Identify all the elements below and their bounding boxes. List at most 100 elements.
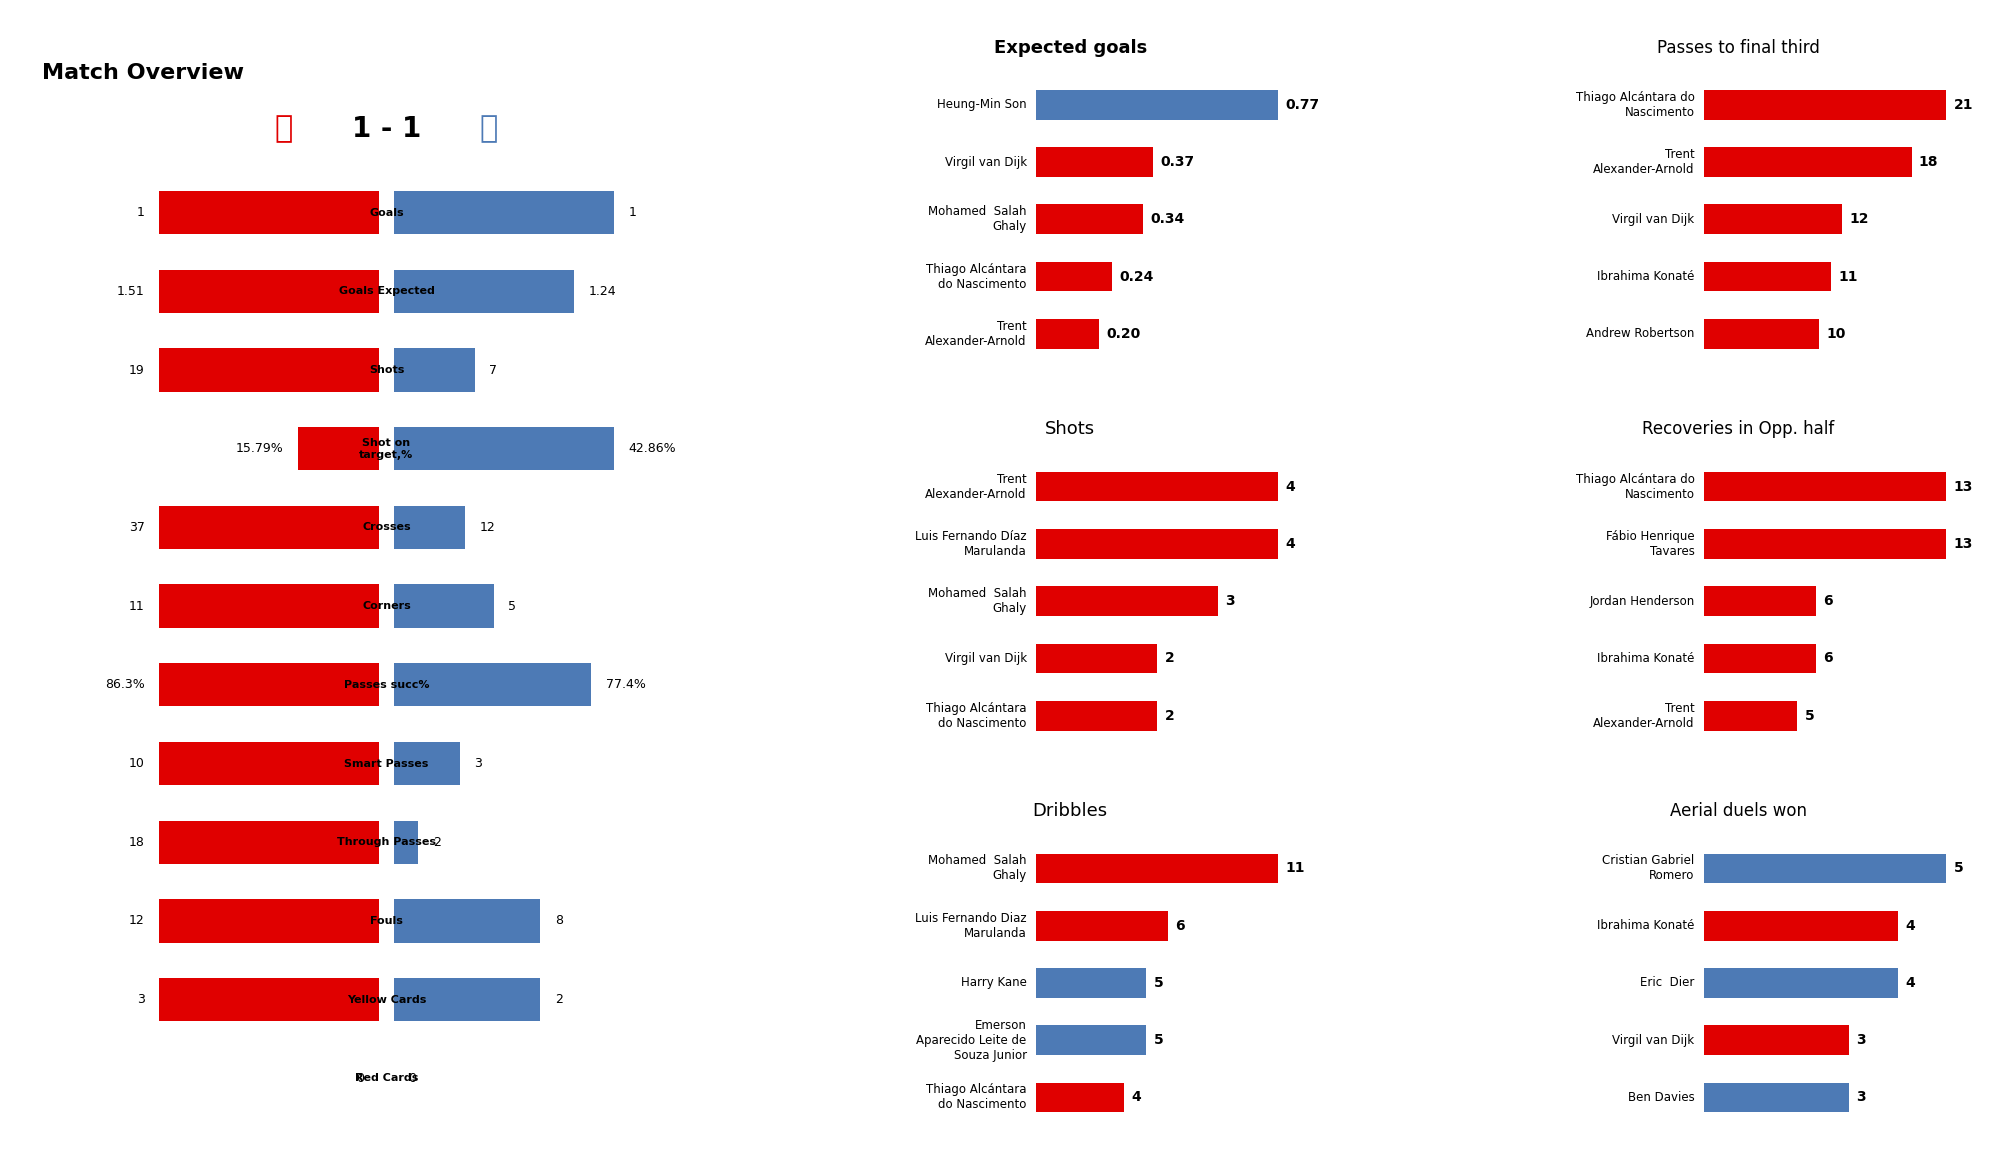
FancyBboxPatch shape (1036, 644, 1158, 673)
Text: 3: 3 (1856, 1033, 1866, 1047)
FancyBboxPatch shape (1036, 318, 1100, 349)
FancyBboxPatch shape (160, 505, 380, 549)
Text: 12: 12 (128, 914, 144, 927)
Text: Aerial duels won: Aerial duels won (1670, 803, 1806, 820)
FancyBboxPatch shape (1704, 644, 1816, 673)
Text: 3: 3 (474, 757, 482, 770)
FancyBboxPatch shape (394, 270, 574, 313)
Text: Thiago Alcántara do
Nascimento: Thiago Alcántara do Nascimento (1576, 90, 1694, 119)
Text: Jordan Henderson: Jordan Henderson (1590, 595, 1694, 607)
Text: Match Overview: Match Overview (42, 62, 244, 83)
Text: Trent
Alexander-Arnold: Trent Alexander-Arnold (926, 320, 1026, 348)
Text: ⚽: ⚽ (274, 115, 292, 143)
Text: 19: 19 (128, 363, 144, 376)
Text: 11: 11 (1286, 861, 1306, 875)
FancyBboxPatch shape (394, 820, 418, 864)
FancyBboxPatch shape (160, 270, 380, 313)
Text: Smart Passes: Smart Passes (344, 759, 428, 768)
Text: Yellow Cards: Yellow Cards (346, 994, 426, 1005)
Text: 4: 4 (1904, 976, 1914, 991)
FancyBboxPatch shape (394, 899, 540, 942)
FancyBboxPatch shape (1704, 204, 1842, 234)
Text: 18: 18 (128, 835, 144, 848)
Text: Recoveries in Opp. half: Recoveries in Opp. half (1642, 421, 1834, 438)
FancyBboxPatch shape (1036, 911, 1168, 940)
Text: 0.37: 0.37 (1160, 155, 1194, 169)
Text: Ben Davies: Ben Davies (1628, 1090, 1694, 1104)
FancyBboxPatch shape (160, 584, 380, 627)
FancyBboxPatch shape (1036, 204, 1144, 234)
Text: 5: 5 (1804, 709, 1814, 723)
FancyBboxPatch shape (394, 741, 460, 785)
Text: 4: 4 (1286, 479, 1296, 494)
Text: Thiago Alcántara do
Nascimento: Thiago Alcántara do Nascimento (1576, 472, 1694, 501)
Text: 8: 8 (556, 914, 564, 927)
FancyBboxPatch shape (160, 741, 380, 785)
FancyBboxPatch shape (1704, 1082, 1850, 1113)
Text: 6: 6 (1176, 919, 1186, 933)
Text: Virgil van Dijk: Virgil van Dijk (1612, 213, 1694, 226)
Text: 5: 5 (1954, 861, 1964, 875)
Text: Goals Expected: Goals Expected (338, 287, 434, 296)
FancyBboxPatch shape (1036, 853, 1278, 884)
Text: Ibrahima Konaté: Ibrahima Konaté (1598, 270, 1694, 283)
Text: 2: 2 (1164, 709, 1174, 723)
Text: Harry Kane: Harry Kane (960, 976, 1026, 989)
Text: 12: 12 (1850, 213, 1870, 227)
Text: 4: 4 (1132, 1090, 1142, 1104)
FancyBboxPatch shape (1036, 529, 1278, 559)
FancyBboxPatch shape (1704, 1026, 1850, 1055)
Text: Eric  Dier: Eric Dier (1640, 976, 1694, 989)
Text: Luis Fernando Díaz
Marulanda: Luis Fernando Díaz Marulanda (916, 530, 1026, 558)
Text: Andrew Robertson: Andrew Robertson (1586, 328, 1694, 341)
FancyBboxPatch shape (1704, 853, 1946, 884)
Text: 11: 11 (1838, 269, 1858, 283)
Text: 0.34: 0.34 (1150, 213, 1184, 227)
Text: 5: 5 (508, 599, 516, 612)
Text: Fábio Henrique
Tavares: Fábio Henrique Tavares (1606, 530, 1694, 558)
Text: Shots: Shots (1046, 421, 1096, 438)
FancyBboxPatch shape (160, 663, 380, 706)
Text: Shots: Shots (368, 365, 404, 375)
Text: Thiago Alcántara
do Nascimento: Thiago Alcántara do Nascimento (926, 262, 1026, 290)
Text: 0: 0 (356, 1072, 364, 1085)
Text: Expected goals: Expected goals (994, 39, 1146, 56)
Text: Shot on
target,%: Shot on target,% (360, 438, 414, 459)
FancyBboxPatch shape (1704, 147, 1912, 177)
Text: Crosses: Crosses (362, 523, 410, 532)
Text: Passes to final third: Passes to final third (1656, 39, 1820, 56)
FancyBboxPatch shape (1704, 911, 1898, 940)
Text: Thiago Alcántara
do Nascimento: Thiago Alcántara do Nascimento (926, 1083, 1026, 1112)
FancyBboxPatch shape (1704, 700, 1798, 731)
Text: Passes succ%: Passes succ% (344, 680, 430, 690)
Text: Corners: Corners (362, 602, 410, 611)
Text: Heung-Min Son: Heung-Min Son (938, 99, 1026, 112)
FancyBboxPatch shape (160, 820, 380, 864)
Text: 0.24: 0.24 (1120, 269, 1154, 283)
Text: 1.51: 1.51 (116, 284, 144, 297)
FancyBboxPatch shape (1036, 90, 1278, 120)
FancyBboxPatch shape (1704, 968, 1898, 998)
FancyBboxPatch shape (1704, 586, 1816, 616)
FancyBboxPatch shape (160, 349, 380, 391)
Text: 6: 6 (1824, 595, 1832, 609)
Text: Dribbles: Dribbles (1032, 803, 1108, 820)
Text: Goals: Goals (370, 208, 404, 217)
FancyBboxPatch shape (394, 427, 614, 470)
Text: 7: 7 (490, 363, 498, 376)
FancyBboxPatch shape (1036, 147, 1152, 177)
Text: Luis Fernando Diaz
Marulanda: Luis Fernando Diaz Marulanda (916, 912, 1026, 940)
FancyBboxPatch shape (394, 505, 466, 549)
Text: 0: 0 (408, 1072, 416, 1085)
Text: 4: 4 (1286, 537, 1296, 551)
Text: Cristian Gabriel
Romero: Cristian Gabriel Romero (1602, 854, 1694, 882)
Text: Mohamed  Salah
Ghaly: Mohamed Salah Ghaly (928, 588, 1026, 616)
FancyBboxPatch shape (1036, 700, 1158, 731)
Text: 12: 12 (480, 521, 496, 533)
Text: 18: 18 (1918, 155, 1938, 169)
FancyBboxPatch shape (298, 427, 380, 470)
Text: 13: 13 (1954, 479, 1972, 494)
Text: Mohamed  Salah
Ghaly: Mohamed Salah Ghaly (928, 206, 1026, 234)
Text: Mohamed  Salah
Ghaly: Mohamed Salah Ghaly (928, 854, 1026, 882)
FancyBboxPatch shape (1036, 1026, 1146, 1055)
